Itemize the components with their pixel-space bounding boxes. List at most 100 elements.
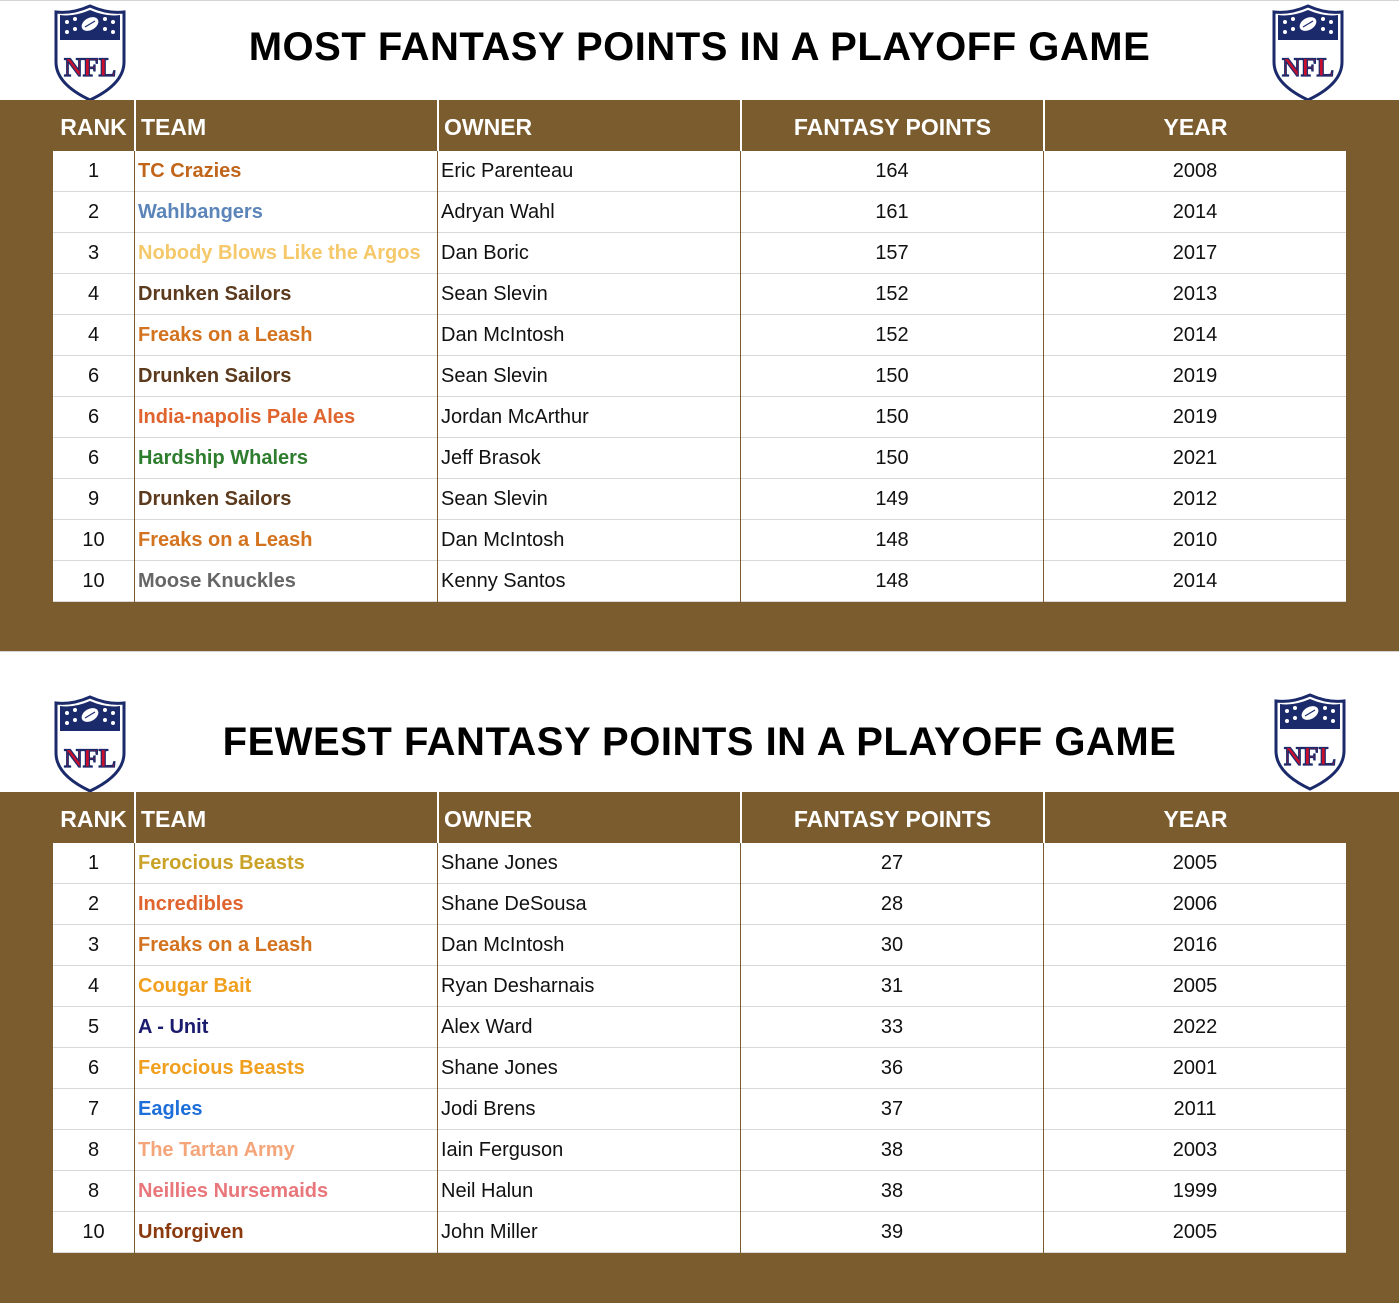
column-divider — [1043, 843, 1044, 1253]
owner-cell: Jordan McArthur — [441, 406, 589, 428]
year-cell: 2006 — [1172, 893, 1218, 915]
year-cell: 2019 — [1172, 406, 1218, 428]
fantasy-points-cell: 150 — [875, 406, 909, 428]
rank-cell: 10 — [82, 1221, 105, 1243]
table-row: 4 Freaks on a Leash Dan McIntosh 152 2014 — [53, 315, 1346, 356]
table-header: RANK TEAM OWNER FANTASY POINTS YEAR — [53, 100, 1346, 151]
rank-cell: 6 — [87, 365, 100, 387]
column-divider — [437, 843, 438, 1253]
year-cell: 2005 — [1172, 1221, 1218, 1243]
header-year: YEAR — [1043, 792, 1346, 843]
table-row: 10 Unforgiven John Miller 39 2005 — [53, 1212, 1346, 1253]
fantasy-points-cell: 149 — [875, 488, 909, 510]
most-points-section: NFL MOST FANTASY POINTS IN A PLAYOFF GAM… — [0, 0, 1399, 651]
fantasy-points-cell: 148 — [875, 570, 909, 592]
team-cell: Wahlbangers — [138, 201, 263, 223]
header-fantasy-points: FANTASY POINTS — [740, 100, 1043, 151]
page-title: FEWEST FANTASY POINTS IN A PLAYOFF GAME — [222, 720, 1177, 764]
fantasy-points-cell: 27 — [880, 852, 904, 874]
fewest-points-section: NFL FEWEST FANTASY POINTS IN A PLAYOFF G… — [0, 651, 1399, 1303]
column-divider — [1043, 151, 1044, 602]
team-cell: Freaks on a Leash — [138, 934, 313, 956]
team-cell: Nobody Blows Like the Argos — [138, 242, 421, 264]
table-row: 4 Drunken Sailors Sean Slevin 152 2013 — [53, 274, 1346, 315]
nfl-shield-svg: NFL — [54, 4, 126, 102]
fantasy-points-cell: 31 — [880, 975, 904, 997]
fantasy-points-cell: 38 — [880, 1139, 904, 1161]
team-cell: TC Crazies — [138, 160, 242, 182]
owner-cell: Kenny Santos — [441, 570, 566, 592]
header-rank: RANK — [60, 114, 127, 140]
fantasy-points-cell: 30 — [880, 934, 904, 956]
data-table: 1 Ferocious Beasts Shane Jones 27 2005 2 Incre… — [53, 843, 1346, 1253]
team-cell: Hardship Whalers — [138, 447, 309, 469]
column-divider — [134, 151, 135, 602]
nfl-logo-icon: NFL — [1270, 4, 1346, 102]
rank-cell: 7 — [87, 1098, 100, 1120]
team-cell: Drunken Sailors — [138, 283, 292, 305]
year-cell: 2011 — [1173, 1098, 1217, 1120]
table-panel: RANK TEAM OWNER FANTASY POINTS YEAR 1 TC … — [0, 100, 1399, 651]
table-row: 7 Eagles Jodi Brens 37 2011 — [53, 1089, 1346, 1130]
table-row: 3 Freaks on a Leash Dan McIntosh 30 2016 — [53, 925, 1346, 966]
team-cell: Cougar Bait — [138, 975, 252, 997]
year-cell: 2019 — [1172, 365, 1218, 387]
team-cell: Drunken Sailors — [138, 488, 292, 510]
owner-cell: Eric Parenteau — [441, 160, 574, 182]
table-row: 6 Hardship Whalers Jeff Brasok 150 2021 — [53, 438, 1346, 479]
table-row: 10 Moose Knuckles Kenny Santos 148 2014 — [53, 561, 1346, 602]
owner-cell: Shane Jones — [441, 852, 558, 874]
table-row: 1 Ferocious Beasts Shane Jones 27 2005 — [53, 843, 1346, 884]
fantasy-points-cell: 38 — [880, 1180, 904, 1202]
rank-cell: 6 — [87, 406, 100, 428]
fantasy-points-cell: 33 — [880, 1016, 904, 1038]
nfl-logo-text: NFL — [1284, 742, 1336, 771]
team-cell: Neillies Nursemaids — [138, 1180, 329, 1202]
owner-cell: Ryan Desharnais — [441, 975, 595, 997]
owner-cell: Sean Slevin — [441, 488, 548, 510]
rank-cell: 8 — [87, 1180, 100, 1202]
rank-cell: 8 — [87, 1139, 100, 1161]
owner-cell: Jeff Brasok — [441, 447, 541, 469]
team-cell: Freaks on a Leash — [138, 529, 313, 551]
rank-cell: 6 — [87, 1057, 100, 1079]
rank-cell: 1 — [87, 160, 100, 182]
team-cell: Ferocious Beasts — [138, 1057, 305, 1079]
rank-cell: 4 — [87, 324, 100, 346]
header-rank: RANK — [60, 806, 127, 832]
rank-cell: 10 — [82, 529, 105, 551]
year-cell: 2005 — [1172, 852, 1218, 874]
table-row: 1 TC Crazies Eric Parenteau 164 2008 — [53, 151, 1346, 192]
table-row: 8 Neillies Nursemaids Neil Halun 38 1999 — [53, 1171, 1346, 1212]
fantasy-points-cell: 161 — [875, 201, 909, 223]
owner-cell: Jodi Brens — [441, 1098, 536, 1120]
rank-cell: 4 — [87, 975, 100, 997]
header-team: TEAM — [134, 792, 437, 843]
fantasy-points-cell: 152 — [875, 283, 909, 305]
column-divider — [740, 151, 741, 602]
rank-cell: 3 — [87, 242, 100, 264]
year-cell: 1999 — [1172, 1180, 1218, 1202]
team-cell: Incredibles — [138, 893, 244, 915]
owner-cell: Dan McIntosh — [441, 529, 565, 551]
owner-cell: Sean Slevin — [441, 283, 548, 305]
team-cell: The Tartan Army — [138, 1139, 295, 1161]
table-row: 9 Drunken Sailors Sean Slevin 149 2012 — [53, 479, 1346, 520]
table-row: 6 Drunken Sailors Sean Slevin 150 2019 — [53, 356, 1346, 397]
nfl-logo-text: NFL — [1282, 53, 1334, 82]
table-row: 5 A - Unit Alex Ward 33 2022 — [53, 1007, 1346, 1048]
fantasy-points-cell: 157 — [875, 242, 909, 264]
table-row: 6 India-napolis Pale Ales Jordan McArthur 1… — [53, 397, 1346, 438]
rank-cell: 3 — [87, 934, 100, 956]
year-cell: 2012 — [1172, 488, 1218, 510]
table-row: 2 Incredibles Shane DeSousa 28 2006 — [53, 884, 1346, 925]
header-owner: OWNER — [437, 792, 740, 843]
column-divider — [134, 843, 135, 1253]
owner-cell: Dan McIntosh — [441, 324, 565, 346]
year-cell: 2008 — [1172, 160, 1218, 182]
rank-cell: 5 — [87, 1016, 100, 1038]
owner-cell: Alex Ward — [441, 1016, 533, 1038]
column-divider — [437, 151, 438, 602]
team-cell: Eagles — [138, 1098, 203, 1120]
fantasy-points-cell: 150 — [875, 365, 909, 387]
